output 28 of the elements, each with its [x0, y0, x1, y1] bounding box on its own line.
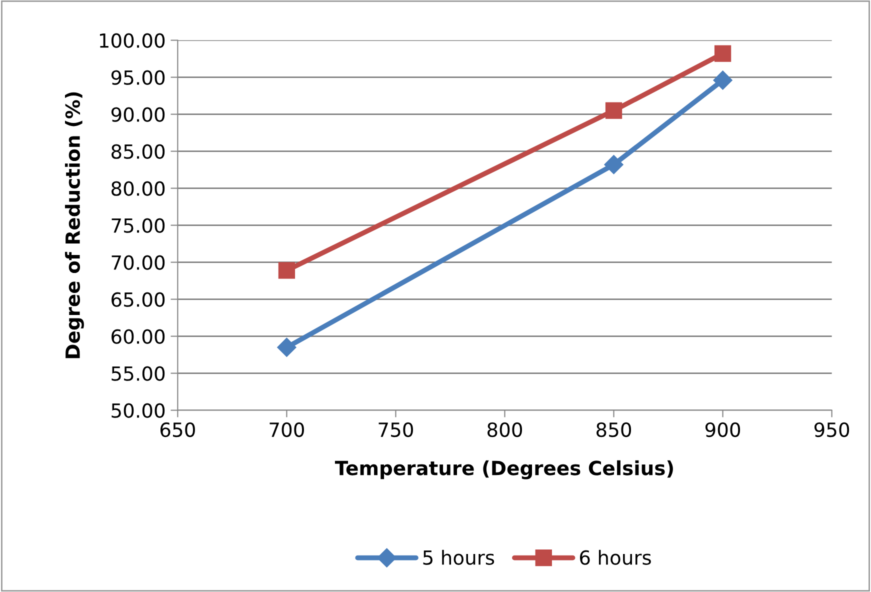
x-tick-label: 750 [378, 422, 413, 438]
y-tick-label: 80.00 [112, 181, 165, 196]
x-tick-label: 700 [270, 422, 304, 438]
x-tick-label: 800 [488, 422, 522, 438]
y-tick-label: 95.00 [111, 70, 165, 85]
y-tick-label: 70.00 [112, 255, 165, 270]
y-tick-label: 65.00 [112, 292, 165, 307]
point [605, 102, 622, 119]
y-tick-label: 50.00 [112, 403, 165, 418]
x-axis-title: Temperature (Degrees Celsius) [334, 460, 673, 480]
y-tick-label: 100.00 [100, 33, 165, 48]
x-tick-label: 950 [814, 422, 850, 438]
legend-label: 6 hours [580, 550, 651, 565]
point [713, 70, 732, 90]
y-tick-label: 85.00 [112, 144, 165, 159]
point [604, 155, 624, 174]
y-tick-label: 75.00 [112, 218, 165, 233]
y-tick-label: 60.00 [112, 329, 165, 344]
legend-label: 5 hours [423, 550, 494, 565]
x-tick-label: 900 [705, 422, 740, 438]
point [714, 45, 732, 62]
y-tick-label: 55.00 [112, 366, 165, 381]
x-tick-label: 850 [596, 422, 632, 438]
point [278, 262, 296, 279]
point [277, 338, 296, 357]
x-tick-label: 650 [160, 422, 195, 438]
y-tick-label: 90.00 [111, 107, 165, 122]
y-axis-title: Degree of Reduction (%) [64, 92, 84, 358]
